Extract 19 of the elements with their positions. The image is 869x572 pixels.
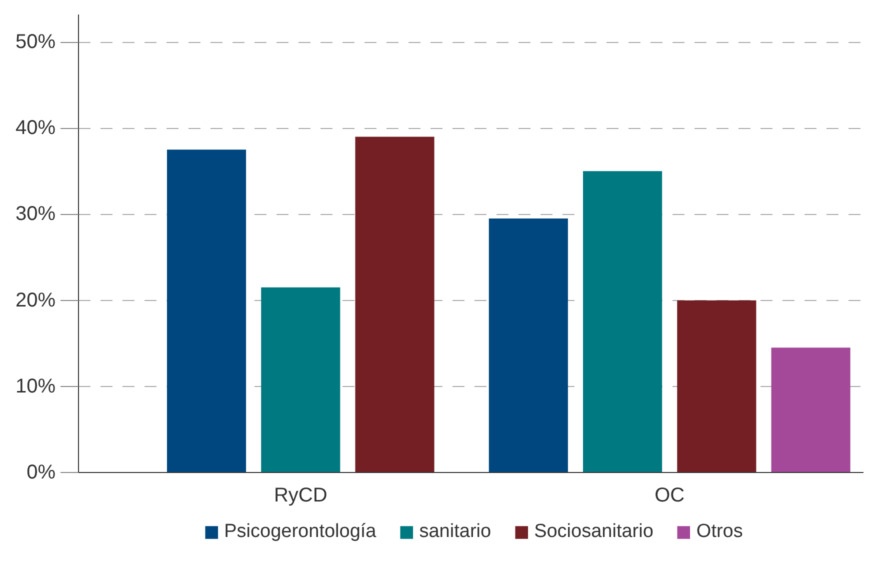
legend-label: Otros — [696, 521, 743, 543]
y-tick-label: 0% — [26, 462, 56, 484]
legend-label: sanitario — [419, 521, 492, 543]
bar — [355, 136, 434, 472]
bar — [583, 171, 662, 472]
legend-label: Psicogerontología — [224, 521, 376, 543]
legend-label: Sociosanitario — [534, 521, 654, 543]
y-tick-label: 30% — [15, 203, 56, 226]
y-tick-label: 50% — [15, 31, 56, 54]
x-tick-label: RyCD — [274, 484, 328, 506]
bar — [677, 300, 756, 472]
bar — [261, 287, 340, 472]
x-tick-label: OC — [654, 484, 685, 506]
bar — [488, 218, 568, 472]
y-tick-label: 10% — [15, 375, 56, 398]
y-tick-label: 40% — [15, 117, 56, 140]
bar — [166, 150, 246, 472]
y-tick-label: 20% — [15, 289, 56, 312]
bar — [771, 348, 850, 472]
